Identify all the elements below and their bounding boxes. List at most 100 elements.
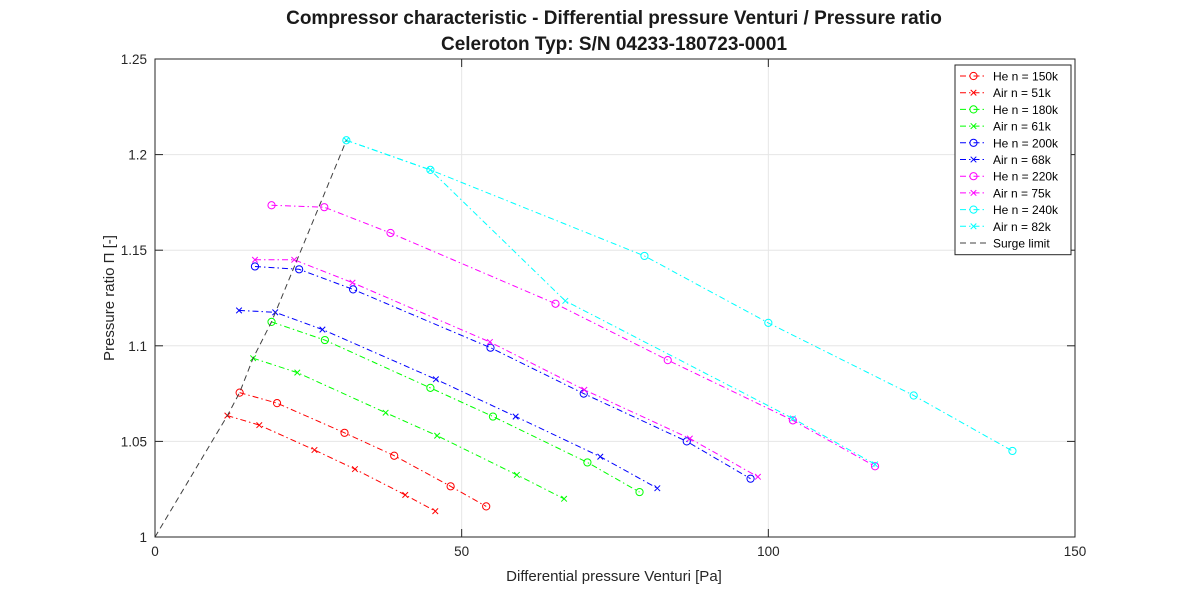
legend-label: Air n = 82k [993, 220, 1052, 234]
x-marker-stroke [235, 307, 243, 314]
x-marker-stroke [432, 508, 439, 515]
data-point [267, 317, 276, 326]
x-marker-stroke [654, 485, 661, 492]
legend-marker [970, 223, 977, 230]
legend-item: Air n = 61k [960, 120, 1052, 134]
legend-marker [969, 138, 978, 147]
series-line [271, 204, 876, 467]
data-point [682, 437, 691, 446]
data-point [686, 435, 693, 442]
x-marker-stroke [291, 256, 298, 263]
series-2 [267, 317, 644, 497]
data-point [272, 399, 282, 408]
data-point [560, 495, 568, 502]
legend-marker [970, 189, 977, 197]
data-point [267, 201, 276, 210]
data-point [426, 165, 435, 174]
legend-marker [970, 122, 977, 130]
legend-label: Surge limit [993, 237, 1050, 251]
data-point [1008, 446, 1017, 456]
x-marker-stroke [349, 279, 356, 286]
data-point [764, 318, 773, 327]
x-marker-stroke [754, 473, 762, 480]
data-point [320, 203, 329, 212]
data-point [432, 376, 440, 383]
x-marker-stroke [513, 471, 521, 479]
x-marker-stroke [970, 89, 977, 96]
data-point [349, 285, 358, 294]
series-line [252, 357, 565, 500]
legend-marker [969, 105, 978, 114]
legend-marker [970, 89, 977, 96]
data-point [250, 262, 260, 271]
x-marker-stroke [970, 189, 977, 197]
data-point [513, 471, 521, 479]
x-tick-label: 150 [1064, 544, 1087, 559]
x-marker-stroke [402, 491, 409, 499]
legend-marker [969, 172, 978, 181]
legend-item: He n = 150k [960, 70, 1059, 84]
data-point [349, 279, 356, 286]
legend-label: Air n = 61k [993, 120, 1052, 134]
legend-item: Air n = 68k [960, 153, 1052, 167]
series-1 [224, 412, 439, 515]
data-point [382, 409, 389, 416]
data-point [386, 228, 395, 238]
data-point [446, 482, 455, 491]
series-line [271, 321, 640, 493]
data-point [402, 491, 409, 499]
data-point [654, 485, 661, 492]
legend-item: Air n = 75k [960, 186, 1052, 200]
data-point [909, 391, 918, 400]
series-line [154, 140, 347, 538]
legend-item: He n = 240k [960, 203, 1059, 217]
x-marker-stroke [560, 495, 568, 502]
data-point [788, 416, 797, 425]
x-marker-stroke [789, 415, 797, 422]
x-marker-stroke [311, 446, 318, 454]
data-point [746, 474, 755, 483]
data-point [870, 462, 880, 471]
series-6 [267, 201, 880, 471]
data-point [390, 451, 399, 460]
data-point [256, 421, 263, 429]
data-point [789, 415, 797, 422]
data-point [486, 338, 494, 346]
data-point [512, 413, 519, 420]
data-point [295, 265, 304, 274]
legend-label: Air n = 51k [993, 86, 1052, 100]
data-point [351, 465, 359, 473]
y-tick-label: 1.2 [128, 148, 147, 163]
legend-item: He n = 200k [960, 136, 1059, 150]
data-point [754, 473, 762, 480]
data-point [311, 446, 318, 454]
x-axis-label: Differential pressure Venturi [Pa] [506, 568, 722, 585]
legend-marker [969, 71, 978, 81]
x-marker-stroke [251, 256, 259, 263]
y-tick-label: 1.1 [128, 339, 147, 354]
x-marker-stroke [382, 409, 389, 416]
data-point [597, 453, 604, 460]
x-marker-stroke [970, 156, 977, 163]
legend-item: Surge limit [960, 237, 1050, 251]
x-marker-stroke [970, 122, 977, 130]
legend-item: Air n = 51k [960, 86, 1052, 100]
legend-label: He n = 240k [993, 203, 1059, 217]
data-point [294, 369, 301, 376]
x-tick-label: 0 [151, 544, 159, 559]
series-9 [343, 137, 879, 468]
y-axis-label: Pressure ratio Π [-] [101, 235, 118, 361]
y-tick-label: 1.25 [121, 52, 147, 67]
data-point [235, 388, 244, 397]
x-marker-stroke [597, 453, 604, 460]
data-point [583, 458, 592, 467]
series-line [254, 266, 751, 480]
y-tick-label: 1 [139, 530, 147, 545]
data-point [319, 326, 326, 333]
legend-label: Air n = 75k [993, 186, 1052, 200]
data-point [342, 136, 351, 145]
x-marker-stroke [512, 413, 519, 420]
series-line [346, 139, 876, 465]
x-marker-stroke [970, 223, 977, 230]
